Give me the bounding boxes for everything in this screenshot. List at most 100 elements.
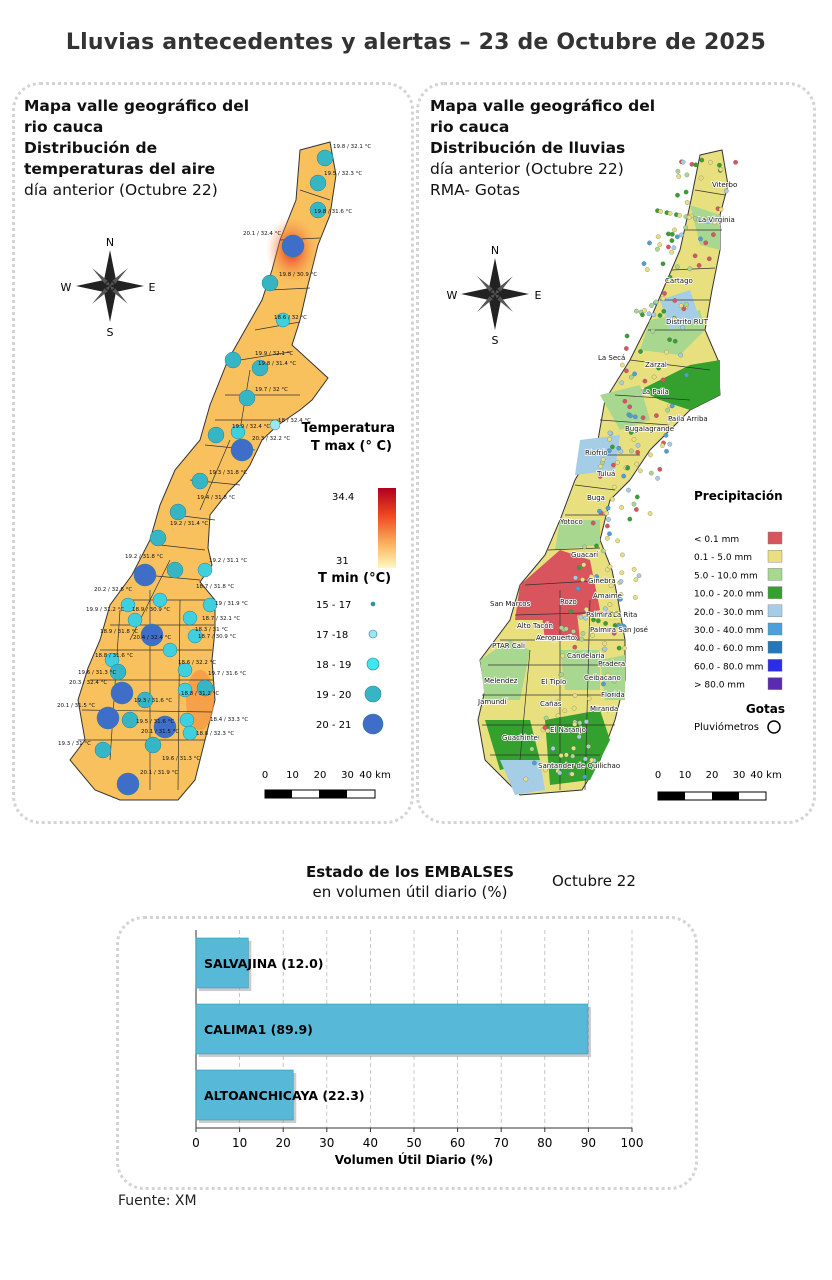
temperature-station-marker	[261, 274, 279, 292]
rain-gauge-dot	[608, 583, 614, 589]
precipitation-class-swatch	[767, 531, 783, 545]
scale-label: 10	[286, 770, 299, 781]
rain-gauge-dot	[568, 609, 574, 614]
rain-gauge-dot	[631, 567, 637, 572]
scale-label: 20	[706, 770, 719, 781]
temperature-map-heading: Mapa valle geográfico del rio cauca Dist…	[24, 96, 249, 201]
rain-gauge-dot	[619, 380, 625, 386]
rain-gauge-dot	[642, 308, 647, 313]
rain-gauge-dot	[696, 263, 702, 268]
temperature-station-marker	[109, 663, 127, 681]
rain-gauge-dot	[681, 306, 687, 312]
temperature-station-label: 19.6 / 31.3 °C	[78, 670, 116, 676]
reservoir-chart-heading: Estado de los EMBALSES en volumen útil d…	[280, 862, 540, 902]
rain-gauge-dot	[601, 548, 606, 554]
rain-gauge-dot	[638, 349, 643, 354]
town-label: Santander de Quilichao	[538, 762, 620, 770]
precipitation-legend: < 0.1 mm 0.1 - 5.0 mm 5.0 - 10.0 mm 10.0 - …	[694, 531, 783, 691]
rain-gauge-dot	[604, 707, 610, 713]
rain-gauge-dot	[692, 253, 698, 259]
rain-gauge-dot	[628, 413, 633, 419]
rain-gauge-dot	[602, 646, 608, 652]
rain-gauge-dot	[660, 261, 666, 267]
temperature-station-marker	[152, 592, 168, 608]
rain-gauge-dot	[646, 311, 652, 317]
town-label: Aeropuerto	[538, 634, 577, 642]
rain-gauge-dot	[584, 607, 589, 612]
tmin-class-label: 18 - 19	[316, 660, 351, 671]
rain-gauge-dot	[611, 462, 616, 468]
temperature-station-label: 19.7 / 31.6 °C	[208, 671, 246, 677]
rain-gauge-dot	[600, 457, 606, 462]
rain-gauge-dot	[607, 602, 613, 607]
rain-gauge-dot	[618, 449, 624, 454]
temperature-station-label: 19.3 / 31.6 °C	[134, 698, 172, 704]
rain-gauge-dot	[629, 448, 634, 454]
rain-gauge-dot	[680, 159, 686, 165]
temperature-station-label: 20.3 / 32.2 °C	[252, 436, 290, 442]
scale-bar	[657, 791, 767, 801]
rain-gauge-dot	[582, 774, 588, 780]
temperature-station-marker	[224, 351, 242, 369]
rain-gauge-dot	[663, 432, 669, 438]
rain-gauge-dot	[605, 567, 610, 573]
scale-label: 20	[314, 770, 327, 781]
compass-rose-icon	[76, 250, 144, 322]
temperature-station-marker	[144, 736, 162, 754]
town-label: Zarzal	[645, 361, 667, 369]
temperature-station-marker	[140, 623, 164, 647]
rain-gauge-dot	[572, 644, 578, 650]
rain-gauge-dot	[703, 240, 709, 246]
town-label: Viterbo	[712, 181, 737, 189]
temperature-station-label: 18.6 / 32 °C	[274, 315, 307, 321]
rain-gauge-dot	[669, 231, 675, 237]
town-label: La Secá	[598, 354, 625, 362]
tmin-legend-title: T min (°C)	[318, 571, 391, 586]
x-tick-label: 50	[406, 1136, 421, 1150]
rain-gauge-dot	[668, 416, 673, 421]
temperature-station-label: 19.9 / 31.2 °C	[86, 607, 124, 613]
rain-gauge-dot	[602, 641, 607, 646]
tmin-class-symbol	[366, 657, 380, 671]
rain-gauge-dot	[687, 266, 693, 272]
rain-gauge-dot	[624, 333, 630, 339]
town-label: La Rita	[613, 611, 637, 619]
rain-gauge-dot	[684, 372, 689, 378]
town-label: Rozo	[560, 598, 577, 606]
temperature-station-label: 19.8 / 31.4 °C	[258, 361, 296, 367]
rain-gauge-dot	[660, 377, 666, 383]
town-label: Florida	[601, 691, 625, 699]
rain-gauge-dot	[611, 678, 617, 684]
rain-gauge-dot	[718, 207, 724, 212]
rain-gauge-dot	[584, 719, 589, 725]
rain-gauge-dot	[623, 346, 629, 351]
heading-line: RMA- Gotas	[430, 181, 521, 199]
rain-gauge-dot	[569, 771, 575, 777]
temperature-station-marker	[281, 234, 305, 258]
rain-gauge-dot	[672, 338, 678, 344]
precipitation-class-swatch	[767, 641, 783, 654]
precipitation-class-label: 10.0 - 20.0 mm	[694, 590, 763, 600]
town-label: Jamundí	[477, 698, 507, 706]
heading-line: Distribución de	[24, 139, 158, 157]
tmin-class-symbol	[368, 629, 378, 639]
temperature-station-label: 19.8 / 30.9 °C	[279, 272, 317, 278]
rain-gauge-dot	[683, 302, 689, 307]
temperature-legend-subtitle: T max (° C)	[311, 439, 392, 454]
town-label: Ginebra	[588, 577, 616, 585]
town-label: Cañas	[540, 700, 562, 708]
compass-east-label: E	[149, 281, 156, 294]
rain-gauge-dot	[581, 562, 587, 568]
town-label: La Virginia	[698, 216, 735, 224]
rain-gauge-dot	[632, 371, 637, 377]
rain-gauge-dot	[686, 215, 692, 220]
rain-gauge-dot	[605, 523, 610, 529]
rain-gauge-dot	[555, 699, 561, 705]
town-label: Guachinte	[502, 734, 538, 742]
rain-gauge-dot	[642, 378, 648, 384]
heading-line: rio cauca	[430, 118, 510, 136]
rain-gauge-dot	[718, 167, 724, 172]
rain-gauge-dot	[698, 236, 703, 242]
